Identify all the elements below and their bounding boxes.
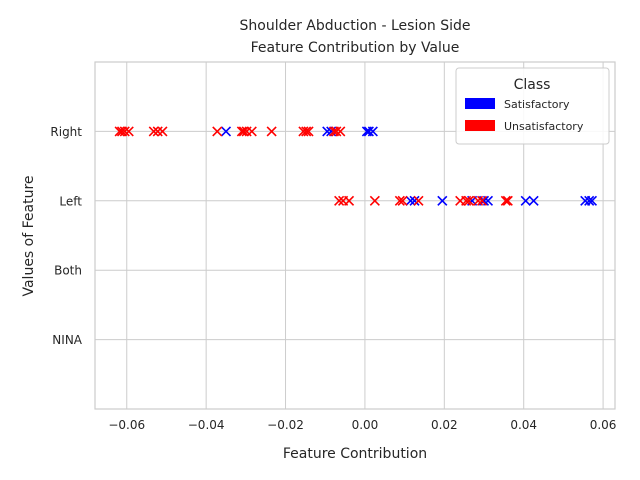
- data-point-unsatisfactory: [476, 195, 488, 206]
- plot-frame: [94, 61, 616, 410]
- marker-stroke: [303, 126, 314, 137]
- data-point-satisfactory: [528, 195, 539, 206]
- data-point-unsatisfactory: [472, 195, 484, 206]
- x-tick-label: 0.02: [431, 418, 458, 432]
- marker-stroke: [413, 195, 424, 206]
- data-point-unsatisfactory: [331, 126, 342, 137]
- data-point-unsatisfactory: [335, 126, 346, 137]
- marker-stroke: [528, 195, 539, 206]
- marker-stroke: [409, 195, 420, 206]
- data-point-unsatisfactory: [246, 126, 257, 137]
- data-point-satisfactory: [586, 195, 598, 206]
- legend-label-unsatisfactory: Unsatisfactory: [504, 120, 584, 133]
- marker-stroke: [266, 126, 277, 137]
- legend-swatch-unsatisfactory: [465, 120, 495, 131]
- y-tick-label: NINA: [52, 333, 82, 347]
- data-point-satisfactory: [367, 126, 378, 137]
- marker-stroke: [331, 126, 342, 137]
- y-axis-label: Values of Feature: [21, 175, 37, 296]
- x-tick-label: 0.04: [510, 418, 537, 432]
- marker-stroke: [236, 126, 247, 137]
- data-point-unsatisfactory: [502, 195, 513, 206]
- marker-stroke: [500, 195, 511, 206]
- chart-title-line-2: Feature Contribution by Value: [251, 40, 460, 56]
- marker-stroke: [334, 195, 345, 206]
- x-axis-label: Feature Contribution: [283, 446, 427, 462]
- marker-stroke: [461, 195, 472, 206]
- data-point-unsatisfactory: [212, 126, 223, 137]
- marker-stroke: [157, 126, 168, 137]
- data-point-unsatisfactory: [238, 126, 249, 137]
- data-point-satisfactory: [220, 126, 232, 137]
- marker-stroke: [238, 126, 249, 137]
- marker-stroke: [148, 126, 159, 137]
- data-point-unsatisfactory: [413, 195, 424, 206]
- marker-stroke: [437, 195, 448, 206]
- data-point-unsatisfactory: [463, 195, 474, 206]
- data-point-unsatisfactory: [461, 195, 472, 206]
- x-tick-label: 0.00: [352, 418, 379, 432]
- data-point-unsatisfactory: [152, 126, 163, 137]
- y-tick-label: Both: [54, 264, 82, 278]
- data-point-unsatisfactory: [343, 195, 355, 206]
- legend-label-satisfactory: Satisfactory: [504, 98, 570, 111]
- marker-stroke: [405, 195, 416, 206]
- legend-swatch-satisfactory: [465, 98, 495, 109]
- data-point-satisfactory: [437, 195, 448, 206]
- marker-stroke: [363, 126, 374, 137]
- marker-stroke: [220, 126, 232, 137]
- data-point-satisfactory: [584, 195, 595, 206]
- x-tick-label: −0.06: [108, 418, 145, 432]
- data-point-satisfactory: [405, 195, 416, 206]
- data-point-unsatisfactory: [397, 195, 408, 206]
- data-point-unsatisfactory: [157, 126, 168, 137]
- data-point-unsatisfactory: [148, 126, 159, 137]
- data-point-unsatisfactory: [500, 195, 511, 206]
- data-point-unsatisfactory: [334, 195, 345, 206]
- marker-stroke: [246, 126, 257, 137]
- marker-stroke: [586, 195, 598, 206]
- data-point-unsatisfactory: [394, 195, 405, 206]
- legend: Class Satisfactory Unsatisfactory: [455, 67, 610, 145]
- marker-stroke: [369, 195, 380, 206]
- marker-stroke: [301, 126, 312, 137]
- marker-stroke: [397, 195, 408, 206]
- data-point-satisfactory: [409, 195, 420, 206]
- marker-stroke: [123, 126, 134, 137]
- marker-stroke: [343, 195, 355, 206]
- data-point-satisfactory: [363, 126, 374, 137]
- marker-stroke: [584, 195, 595, 206]
- data-point-unsatisfactory: [369, 195, 380, 206]
- marker-stroke: [476, 195, 488, 206]
- marker-stroke: [502, 195, 513, 206]
- data-point-unsatisfactory: [303, 126, 314, 137]
- marker-stroke: [152, 126, 163, 137]
- data-points: [114, 126, 598, 206]
- y-axis-ticks: NINA Both Left Right: [50, 125, 82, 347]
- data-point-unsatisfactory: [266, 126, 277, 137]
- x-tick-label: −0.02: [267, 418, 304, 432]
- marker-stroke: [335, 126, 346, 137]
- legend-title: Class: [514, 77, 551, 93]
- y-tick-label: Right: [50, 125, 82, 139]
- data-point-unsatisfactory: [301, 126, 312, 137]
- marker-stroke: [463, 195, 474, 206]
- marker-stroke: [212, 126, 223, 137]
- marker-stroke: [119, 126, 130, 137]
- data-point-satisfactory: [520, 195, 531, 206]
- data-point-unsatisfactory: [236, 126, 247, 137]
- marker-stroke: [367, 126, 378, 137]
- marker-stroke: [472, 195, 484, 206]
- marker-stroke: [520, 195, 531, 206]
- data-point-unsatisfactory: [123, 126, 134, 137]
- chart-title-line-1: Shoulder Abduction - Lesion Side: [240, 18, 471, 34]
- x-tick-label: −0.04: [188, 418, 225, 432]
- data-point-unsatisfactory: [119, 126, 130, 137]
- x-tick-label: 0.06: [590, 418, 617, 432]
- y-tick-label: Left: [59, 194, 82, 208]
- x-axis-ticks: −0.06 −0.04 −0.02 0.00 0.02 0.04 0.06: [108, 418, 616, 432]
- marker-stroke: [394, 195, 405, 206]
